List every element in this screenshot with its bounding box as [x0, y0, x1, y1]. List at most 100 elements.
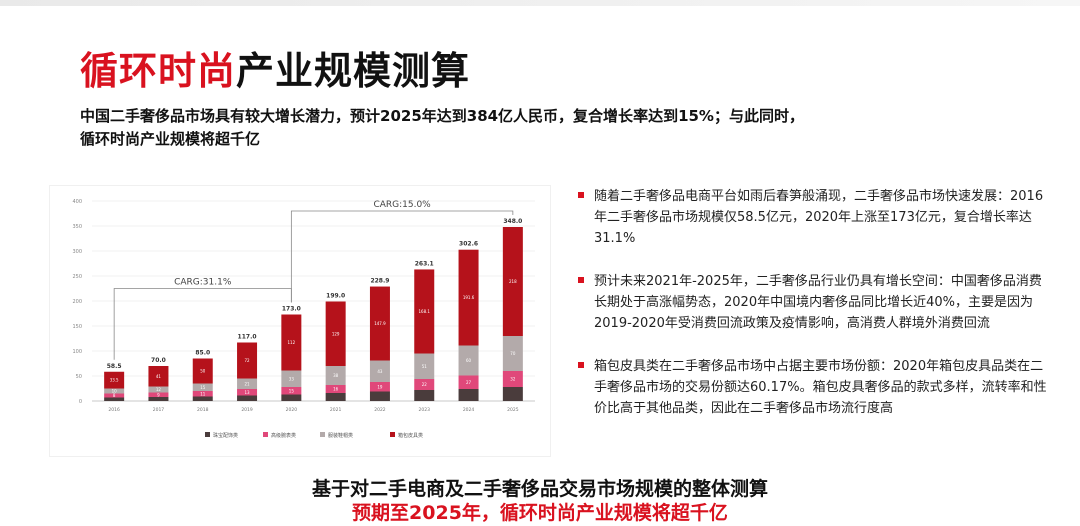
x-tick-label: 2023	[419, 407, 431, 413]
segment-value-label: 19	[377, 384, 383, 389]
bar-segment	[237, 378, 258, 389]
bullet-item: 随着二手奢侈品电商平台如雨后春笋般涌现，二手奢侈品市场快速发展：2016年二手奢…	[578, 186, 1048, 249]
bar-segment	[369, 391, 390, 401]
x-tick-label: 2024	[463, 407, 475, 413]
bar-segment	[281, 370, 302, 387]
bar-segment	[414, 353, 435, 379]
bullet-marker	[578, 277, 584, 283]
bar-segment	[192, 358, 213, 384]
segment-value-label: 22	[422, 382, 428, 387]
bar-segment	[104, 397, 125, 401]
x-tick-label: 2025	[507, 407, 519, 413]
bar-segment	[369, 382, 390, 392]
bullet-marker	[578, 192, 584, 198]
bar-segment	[104, 371, 125, 389]
bar-segment	[502, 387, 523, 401]
subtitle-line-1: 中国二手奢侈品市场具有较大增长潜力，预计2025年达到384亿人民币，复合增长率…	[80, 107, 804, 125]
segment-value-label: 218	[509, 279, 517, 284]
bar-segment	[281, 387, 302, 395]
segment-value-label: 147.9	[374, 321, 386, 326]
x-tick-label: 2017	[153, 407, 165, 413]
bar-segment	[325, 393, 346, 401]
bar-total-label: 263.1	[415, 260, 434, 267]
y-tick-label: 300	[72, 249, 82, 255]
bar-segment	[502, 336, 523, 371]
x-tick-label: 2022	[374, 407, 386, 413]
bar-segment	[458, 249, 479, 346]
segment-value-label: 50	[200, 369, 206, 374]
cagr-label: CARG:31.1%	[174, 278, 232, 288]
legend-swatch	[205, 432, 210, 437]
bullet-list: 随着二手奢侈品电商平台如雨后春笋般涌现，二手奢侈品市场快速发展：2016年二手奢…	[578, 186, 1048, 441]
bar-segment	[325, 385, 346, 393]
segment-value-label: 15	[289, 388, 295, 393]
cagr-bracket	[290, 210, 514, 303]
chart-panel: 0 50 100 150 200 250 300 350 400 8 10 33.5 58.5 2016 9…	[50, 186, 550, 456]
bar-segment	[458, 389, 479, 401]
bar-segment	[237, 395, 258, 401]
x-tick-label: 2019	[241, 407, 253, 413]
segment-value-label: 38	[333, 373, 339, 378]
legend-label: 服装鞋帽类	[328, 432, 353, 439]
segment-value-label: 10	[112, 389, 118, 394]
footer-statement: 基于对二手电商及二手奢侈品交易市场规模的整体测算	[311, 478, 768, 500]
bar-segment	[414, 390, 435, 401]
y-tick-label: 250	[72, 274, 82, 280]
bar-segment	[192, 383, 213, 391]
y-tick-label: 350	[72, 224, 82, 230]
segment-value-label: 12	[156, 387, 162, 392]
bar-segment	[148, 397, 169, 401]
y-tick-label: 150	[72, 324, 82, 330]
legend-label: 高级腕表类	[271, 432, 296, 439]
bar-segment	[148, 386, 169, 393]
segment-value-label: 60	[466, 358, 472, 363]
segment-value-label: 33	[289, 376, 295, 381]
bullet-text: 箱包皮具类在二手奢侈品市场中占据主要市场份额：2020年箱包皮具品类在二手奢侈品…	[594, 359, 1047, 416]
segment-value-label: 32	[510, 377, 516, 382]
legend-label: 珠宝配饰类	[213, 432, 238, 439]
legend-label: 箱包皮具类	[398, 432, 423, 439]
x-tick-label: 2020	[286, 407, 298, 413]
bar-total-label: 117.0	[238, 334, 257, 341]
x-tick-label: 2018	[197, 407, 209, 413]
bar-segment	[104, 388, 125, 394]
bar-total-label: 58.5	[107, 363, 122, 370]
bar-segment	[281, 314, 302, 371]
bar-segment	[414, 379, 435, 390]
bar-segment	[104, 393, 125, 398]
bullet-text: 预计未来2021年-2025年，二手奢侈品行业仍具有增长空间：中国奢侈品消费长期…	[594, 274, 1042, 331]
stacked-bar-chart: 0 50 100 150 200 250 300 350 400 810 33.5 58.5 2016 9…	[72, 199, 535, 439]
bar-segment	[325, 366, 346, 385]
segment-value-label: 13	[245, 390, 251, 395]
bar-segment	[369, 286, 390, 361]
legend-swatch	[390, 432, 395, 437]
top-accent-bar	[0, 0, 1080, 6]
y-tick-label: 0	[79, 399, 82, 405]
bar-segment	[148, 392, 169, 397]
bar-segment	[237, 389, 258, 396]
page-title-rest: 产业规模测算	[236, 49, 471, 93]
bar-segment	[281, 394, 302, 401]
bar-total-label: 85.0	[195, 350, 210, 357]
bar-segment	[414, 269, 435, 354]
subtitle-line-2: 循环时尚产业规模将超千亿	[80, 130, 261, 148]
segment-value-label: 33.5	[110, 378, 119, 383]
y-tick-label: 50	[76, 374, 82, 380]
segment-value-label: 27	[466, 380, 472, 385]
segment-value-label: 15	[200, 385, 206, 390]
segment-value-label: 41	[156, 374, 162, 379]
footer-conclusion: 预期至2025年，循环时尚产业规模将超千亿	[352, 502, 728, 524]
segment-value-label: 21	[245, 381, 251, 386]
segment-value-label: 9	[157, 392, 160, 397]
y-tick-label: 200	[72, 299, 82, 305]
segment-value-label: 168.1	[419, 309, 431, 314]
bullet-item: 预计未来2021年-2025年，二手奢侈品行业仍具有增长空间：中国奢侈品消费长期…	[578, 271, 1048, 334]
y-tick-label: 100	[72, 349, 82, 355]
segment-value-label: 51	[422, 364, 428, 369]
bar-segment	[148, 366, 169, 387]
bullet-text: 随着二手奢侈品电商平台如雨后春笋般涌现，二手奢侈品市场快速发展：2016年二手奢…	[594, 189, 1044, 246]
bullet-marker	[578, 362, 584, 368]
bar-segment	[192, 391, 213, 397]
bar-total-label: 70.0	[151, 357, 166, 364]
x-tick-label: 2016	[108, 407, 120, 413]
